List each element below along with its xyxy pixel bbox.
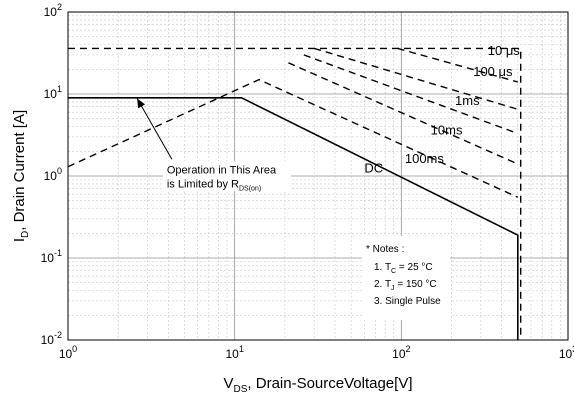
series-label: 10 μs [488, 43, 521, 58]
series-line [68, 47, 522, 340]
note-item: 3. Single Pulse [374, 296, 441, 307]
minor-grid [68, 12, 568, 340]
notes-background [362, 236, 450, 320]
annotation-line-2: is Limited by RDS(on) [167, 178, 261, 192]
series-line [397, 47, 518, 83]
x-tick-label: 100 [59, 344, 77, 361]
rdson-annotation: Operation in This Area is Limited by RDS(… [136, 98, 291, 192]
x-axis-title: VDS, Drain-SourceVoltage[V] [223, 375, 412, 395]
series-line [68, 97, 519, 340]
y-tick-label: 101 [44, 84, 62, 101]
notes-title: * Notes : [366, 244, 404, 255]
note-item: 2. TJ = 150 °C [374, 279, 437, 292]
y-axis-title: ID, Drain Current [A] [11, 110, 31, 242]
x-tick-label: 103 [559, 344, 574, 361]
series-label: 100 μs [473, 64, 513, 79]
y-tick-label: 10-1 [41, 248, 62, 265]
series-label: 100ms [405, 151, 445, 166]
y-tick-label: 10-2 [41, 330, 62, 347]
series-label: 10ms [431, 123, 463, 138]
y-tick-label: 100 [44, 166, 62, 183]
series-line [288, 62, 519, 165]
annotation-background [162, 161, 291, 192]
x-tick-label: 101 [225, 344, 243, 361]
series-labels: 10 μs 100 μs 1ms 10ms 100ms DC [364, 43, 520, 176]
tick-labels: 100 101 102 103 10-2 10-1 100 101 102 [41, 2, 574, 361]
notes-box: * Notes : 1. TC = 25 °C 2. TJ = 150 °C 3. S… [362, 236, 450, 320]
series-label: 1ms [455, 93, 480, 108]
series-label: DC [364, 161, 383, 176]
annotation-line-1: Operation in This Area [167, 164, 277, 176]
annotation-arrow-line [136, 98, 173, 160]
y-tick-label: 102 [44, 2, 62, 19]
series-line [303, 54, 519, 135]
x-tick-label: 102 [392, 344, 410, 361]
series-lines [67, 47, 522, 340]
plot-frame [67, 11, 569, 341]
series-line [67, 78, 519, 198]
annotation-arrow-head [137, 98, 146, 109]
note-item: 1. TC = 25 °C [374, 262, 433, 275]
